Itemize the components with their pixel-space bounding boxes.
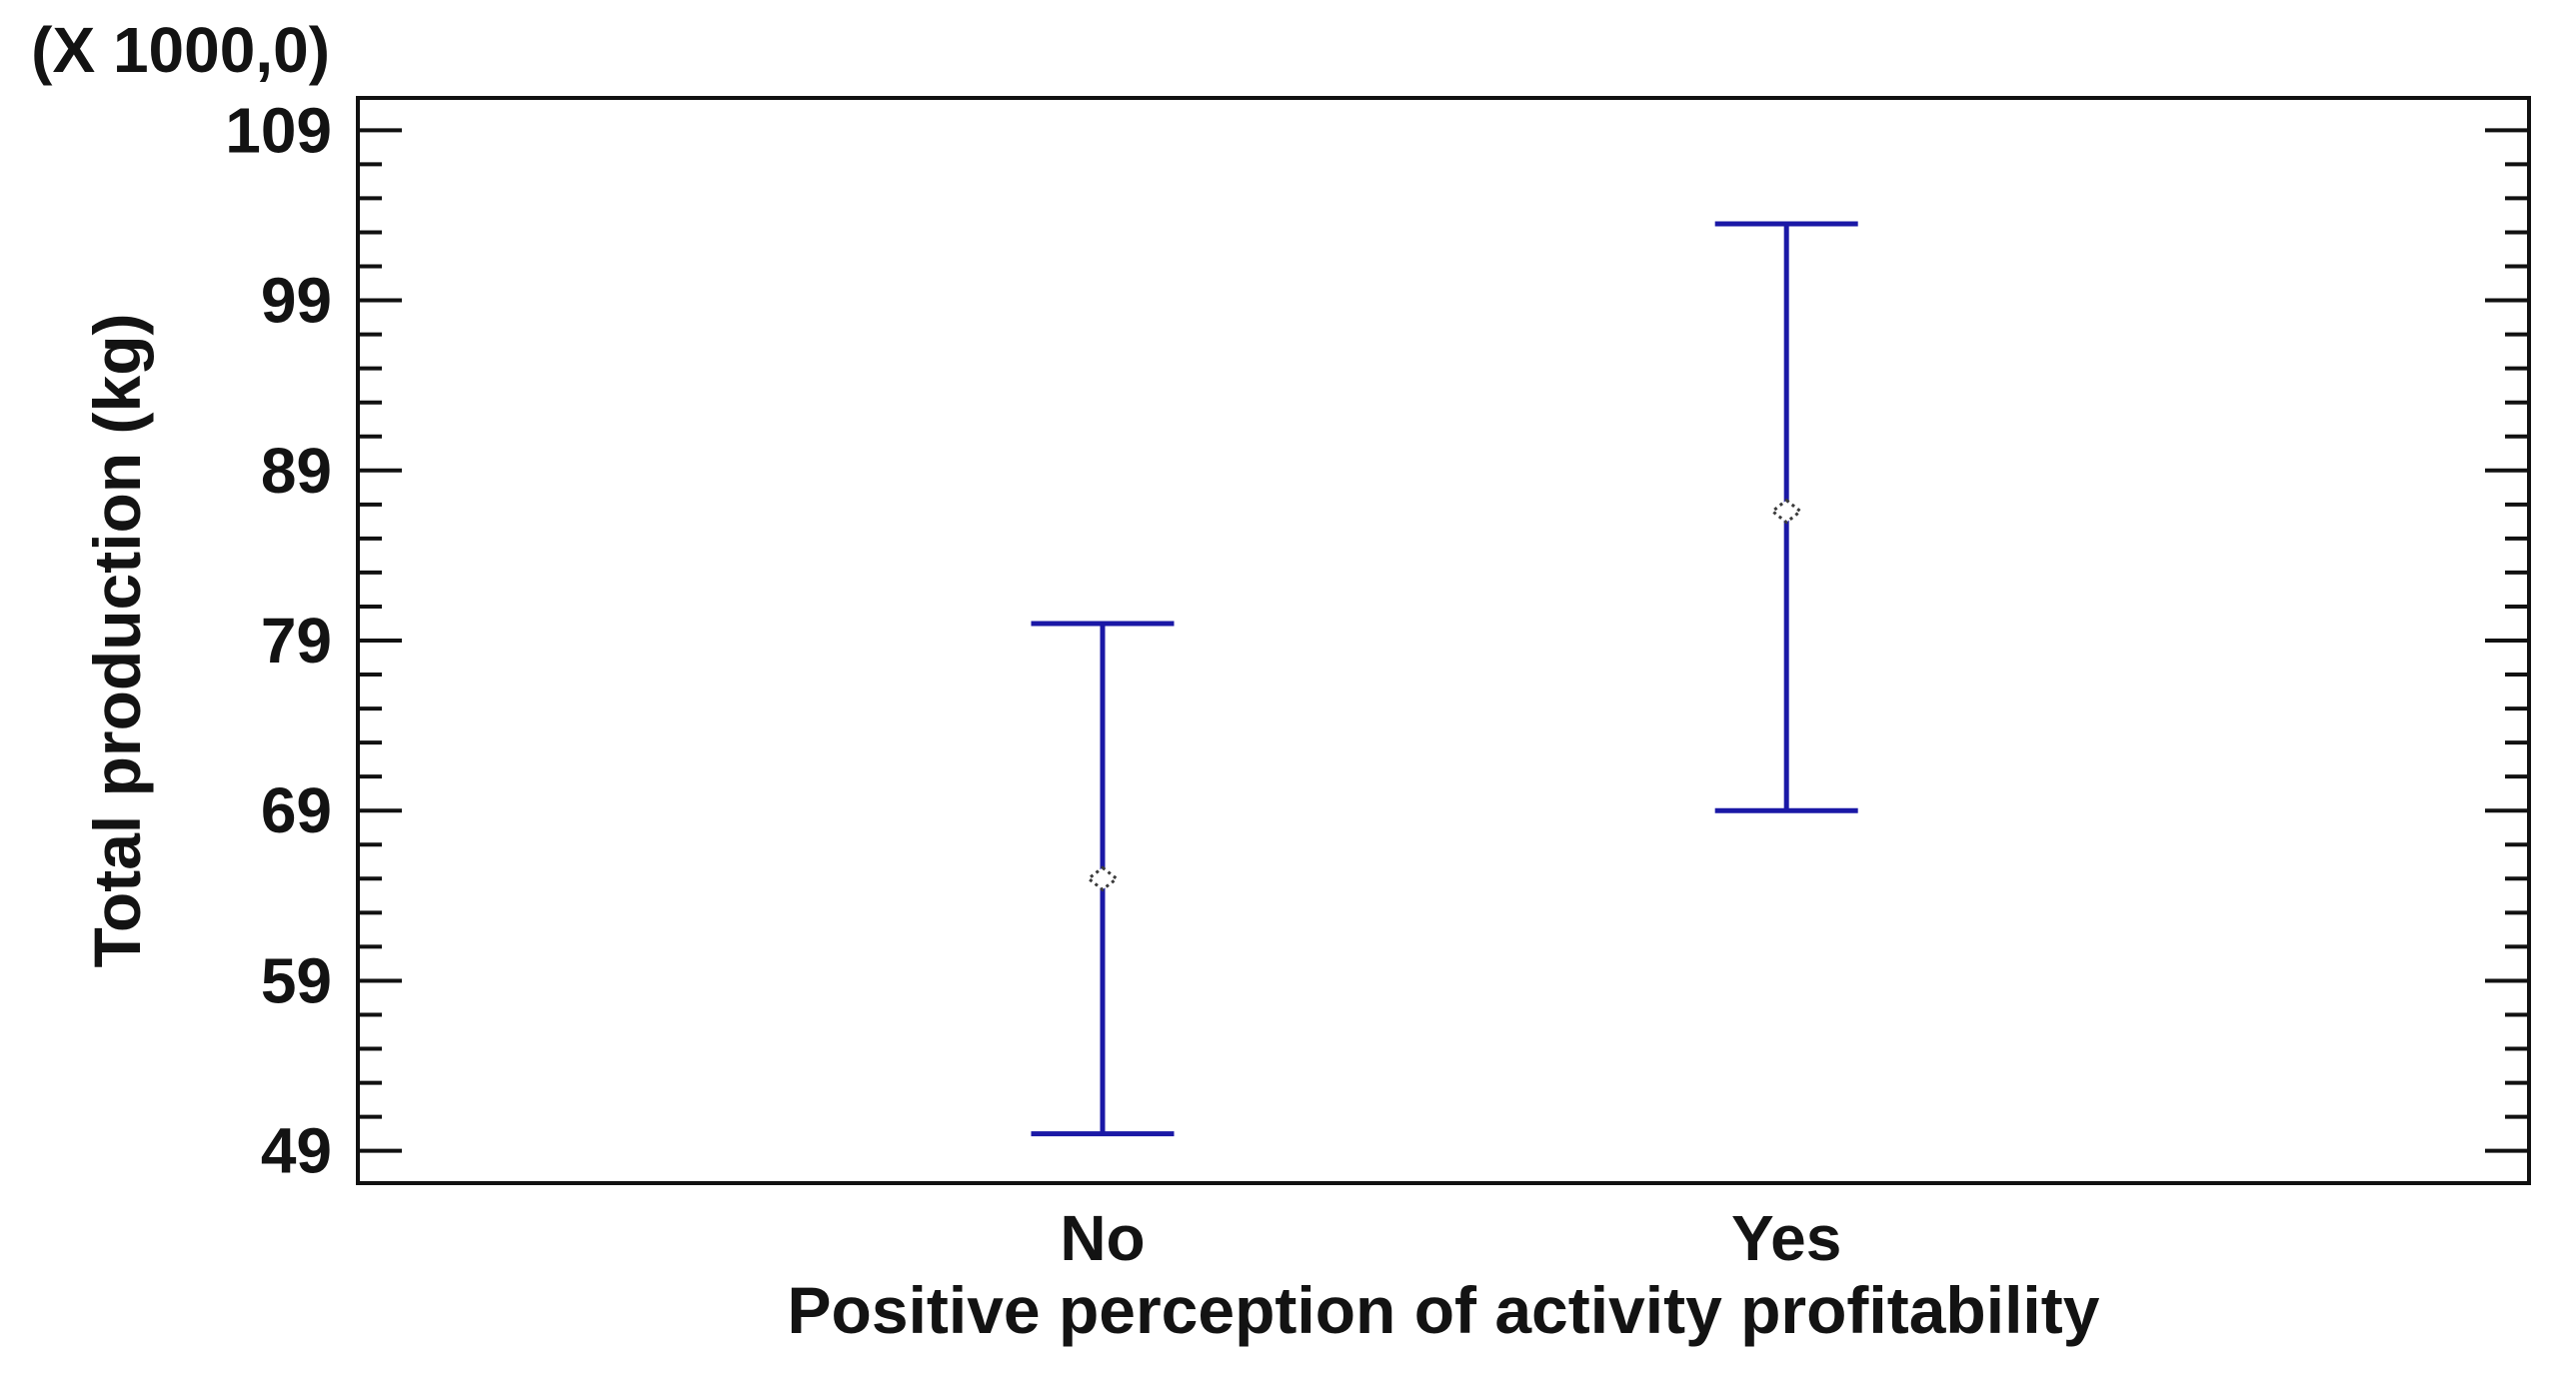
- error-bar-yes: [1714, 221, 1858, 813]
- y-tick-label: 109: [225, 94, 332, 166]
- mean-diamond-marker: [1769, 498, 1803, 525]
- plot-frame: [356, 96, 2531, 1185]
- error-bar-no: [1031, 621, 1175, 1137]
- y-axis-title: Total production (kg): [80, 313, 154, 967]
- x-category-label: No: [1060, 1202, 1145, 1274]
- y-tick-label: 89: [261, 435, 332, 507]
- y-tick-label: 59: [261, 944, 332, 1016]
- y-axis-unit-note: (X 1000,0): [31, 14, 330, 86]
- mean-diamond-marker: [1086, 865, 1120, 892]
- y-tick-label: 49: [261, 1115, 332, 1187]
- y-tick-label: 99: [261, 265, 332, 337]
- y-axis-tick-labels: 49 59 69 79 89 99 109: [225, 94, 332, 1186]
- x-axis-title: Positive perception of activity profitab…: [788, 1273, 2100, 1347]
- y-tick-label: 79: [261, 605, 332, 677]
- y-axis-ticks: [358, 128, 2529, 1153]
- x-category-label: Yes: [1731, 1202, 1841, 1274]
- error-bar-series: [1031, 221, 1858, 1137]
- x-axis-labels: No Yes: [1060, 1202, 1841, 1274]
- y-tick-label: 69: [261, 774, 332, 846]
